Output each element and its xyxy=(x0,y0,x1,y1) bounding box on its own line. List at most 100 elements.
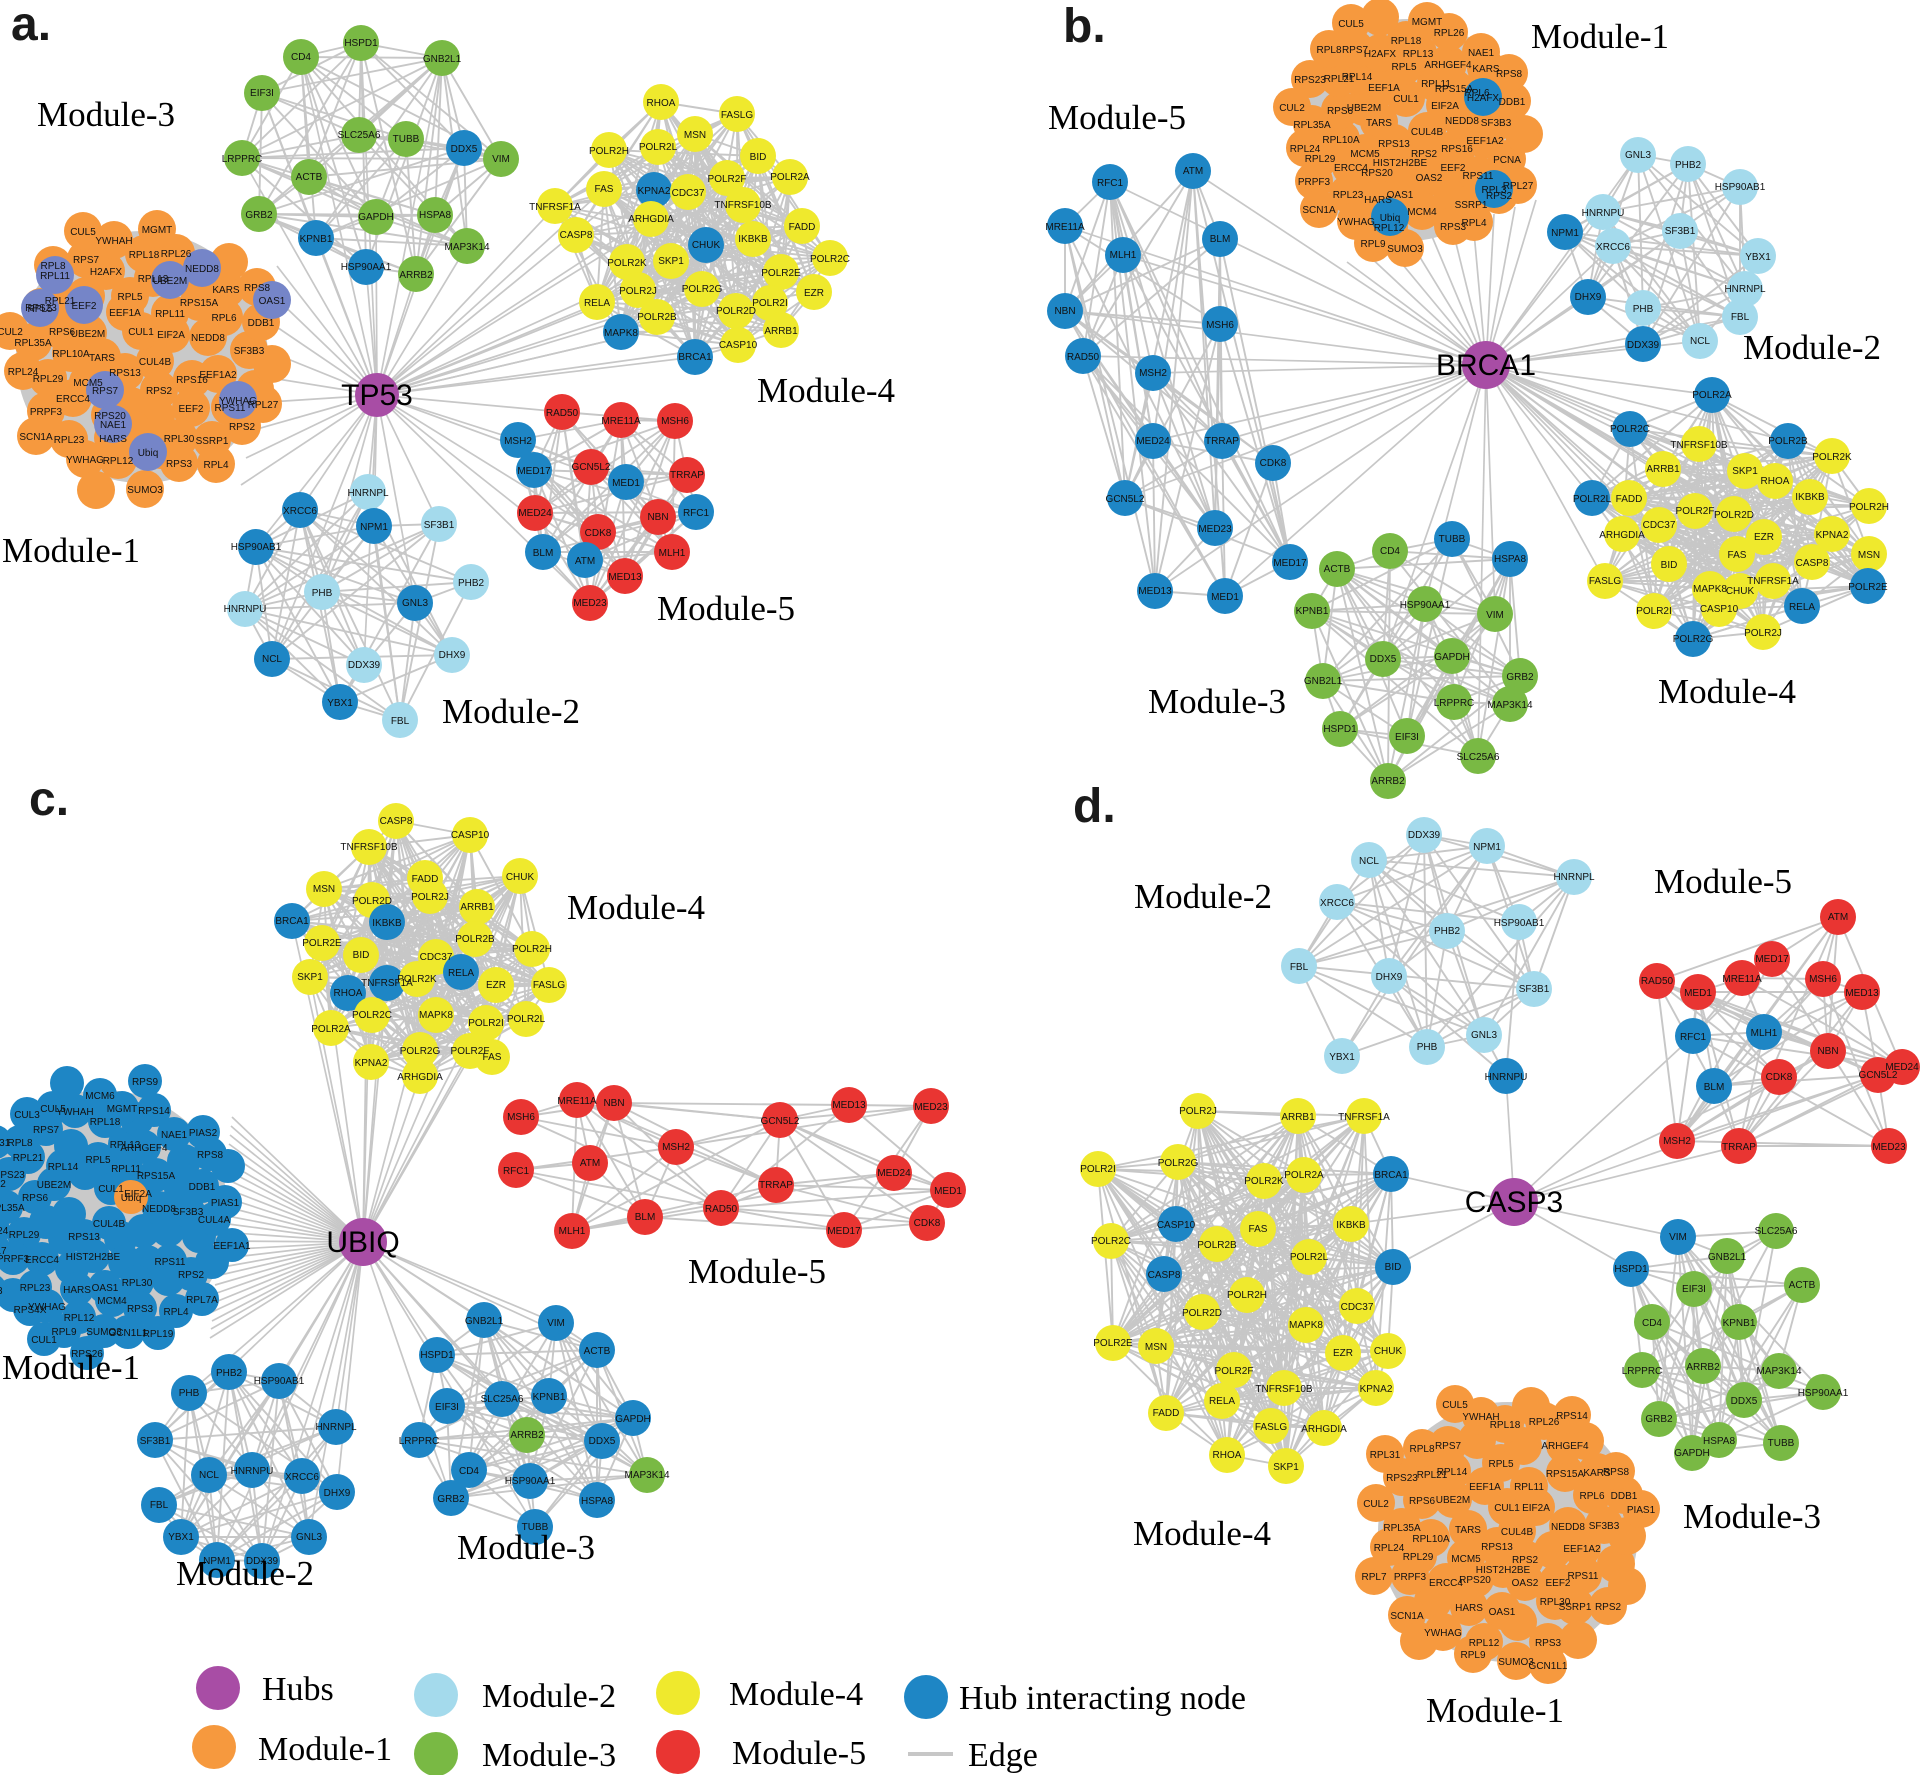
svg-text:ARHGDIA: ARHGDIA xyxy=(628,214,674,225)
svg-text:RAD50: RAD50 xyxy=(705,1204,738,1215)
svg-text:FAS: FAS xyxy=(483,1052,502,1063)
svg-text:MED24: MED24 xyxy=(1885,1062,1919,1073)
svg-text:MSH2: MSH2 xyxy=(1139,368,1167,379)
svg-text:Edge: Edge xyxy=(968,1737,1038,1774)
svg-text:EEF2: EEF2 xyxy=(178,404,203,415)
svg-text:CUL1: CUL1 xyxy=(98,1184,124,1195)
svg-text:GRB2: GRB2 xyxy=(437,1494,465,1505)
svg-text:MED24: MED24 xyxy=(1136,436,1170,447)
svg-text:VIM: VIM xyxy=(1486,610,1504,621)
svg-text:MSN: MSN xyxy=(684,130,706,141)
svg-text:RPL11: RPL11 xyxy=(1514,1482,1544,1493)
svg-text:SF3B3: SF3B3 xyxy=(1481,118,1512,129)
svg-text:RFC1: RFC1 xyxy=(1097,178,1124,189)
svg-text:POLR2D: POLR2D xyxy=(716,306,756,317)
svg-text:RPL29: RPL29 xyxy=(9,1230,40,1241)
svg-text:RPS6: RPS6 xyxy=(1327,106,1354,117)
svg-text:DDB1: DDB1 xyxy=(248,318,275,329)
svg-text:EEF1A1: EEF1A1 xyxy=(213,1241,251,1252)
svg-text:SUMO3: SUMO3 xyxy=(1498,1657,1534,1668)
svg-text:CD4: CD4 xyxy=(1642,1318,1662,1329)
svg-text:RPS3: RPS3 xyxy=(166,459,193,470)
svg-text:MSH2: MSH2 xyxy=(504,436,532,447)
svg-text:KARS: KARS xyxy=(212,285,240,296)
svg-text:HSP90AB1: HSP90AB1 xyxy=(254,1376,305,1387)
svg-text:MAPK8: MAPK8 xyxy=(1693,584,1727,595)
svg-text:Ubiq: Ubiq xyxy=(1380,213,1401,224)
svg-text:GCN1L1: GCN1L1 xyxy=(1529,1661,1568,1672)
svg-text:NBN: NBN xyxy=(1054,306,1075,317)
svg-text:RPL13: RPL13 xyxy=(138,274,169,285)
svg-text:POLR2B: POLR2B xyxy=(1768,436,1808,447)
svg-text:CUL5: CUL5 xyxy=(1338,19,1364,30)
svg-text:Module-2: Module-2 xyxy=(442,692,580,731)
svg-text:MRE11A: MRE11A xyxy=(1045,222,1085,233)
svg-text:MLH1: MLH1 xyxy=(559,1226,586,1237)
svg-text:SF3B1: SF3B1 xyxy=(1519,984,1550,995)
svg-text:TRRAP: TRRAP xyxy=(759,1180,793,1191)
svg-text:EIF3I: EIF3I xyxy=(1395,732,1419,743)
svg-text:RAD50: RAD50 xyxy=(1641,976,1674,987)
svg-text:RPL30: RPL30 xyxy=(122,1278,153,1289)
svg-text:HARS: HARS xyxy=(1364,195,1392,206)
svg-text:CUL1: CUL1 xyxy=(1494,1503,1520,1514)
svg-text:FBL: FBL xyxy=(150,1500,169,1511)
svg-text:POLR2K: POLR2K xyxy=(397,974,437,985)
svg-text:RPS15A: RPS15A xyxy=(137,1171,176,1182)
svg-text:DDX5: DDX5 xyxy=(589,1436,616,1447)
svg-text:RPS6: RPS6 xyxy=(22,1193,49,1204)
svg-text:CUL4B: CUL4B xyxy=(1411,127,1444,138)
svg-text:RPL18: RPL18 xyxy=(1490,1420,1521,1431)
svg-text:H2AFX: H2AFX xyxy=(90,267,123,278)
svg-text:LRPPRC: LRPPRC xyxy=(222,154,263,165)
svg-text:XRCC6: XRCC6 xyxy=(1320,898,1354,909)
svg-text:CASP10: CASP10 xyxy=(451,830,490,841)
svg-text:SCN1A: SCN1A xyxy=(1390,1611,1424,1622)
svg-text:MED17: MED17 xyxy=(827,1226,861,1237)
svg-text:IKBKB: IKBKB xyxy=(738,234,768,245)
svg-text:TP53: TP53 xyxy=(341,379,413,412)
svg-text:CDK8: CDK8 xyxy=(1260,458,1287,469)
svg-text:RPS7: RPS7 xyxy=(73,255,100,266)
svg-text:BRCA1: BRCA1 xyxy=(678,352,712,363)
svg-text:RPL4: RPL4 xyxy=(1461,218,1486,229)
svg-text:Module-3: Module-3 xyxy=(457,1528,595,1567)
svg-text:TNFRSF1A: TNFRSF1A xyxy=(1747,576,1799,587)
svg-text:PHB2: PHB2 xyxy=(458,578,485,589)
svg-text:ERCC4: ERCC4 xyxy=(56,394,90,405)
svg-text:YWHAH: YWHAH xyxy=(56,1107,93,1118)
svg-text:RPL23: RPL23 xyxy=(54,435,85,446)
svg-text:YBX1: YBX1 xyxy=(1745,252,1771,263)
svg-text:HSP90AB1: HSP90AB1 xyxy=(1715,182,1766,193)
svg-text:HIST2H2BE: HIST2H2BE xyxy=(1476,1565,1531,1576)
svg-text:POLR2E: POLR2E xyxy=(302,938,342,949)
svg-text:MAPK8: MAPK8 xyxy=(419,1010,453,1021)
svg-text:MRE11A: MRE11A xyxy=(601,416,641,427)
svg-text:TRRAP: TRRAP xyxy=(670,470,704,481)
svg-text:TUBB: TUBB xyxy=(393,134,420,145)
svg-text:BLM: BLM xyxy=(1210,234,1231,245)
svg-text:EEF2: EEF2 xyxy=(1440,163,1465,174)
svg-text:RPL21: RPL21 xyxy=(45,296,76,307)
svg-text:RELA: RELA xyxy=(448,968,474,979)
svg-text:HNRNPU: HNRNPU xyxy=(1582,208,1625,219)
svg-text:SLC25A6: SLC25A6 xyxy=(481,1394,524,1405)
svg-text:BRCA1: BRCA1 xyxy=(1374,1170,1408,1181)
svg-text:GCN5L2: GCN5L2 xyxy=(572,462,611,473)
svg-text:RPL24: RPL24 xyxy=(8,367,39,378)
svg-text:RELA: RELA xyxy=(584,298,610,309)
svg-text:XRCC6: XRCC6 xyxy=(283,506,317,517)
svg-text:MSN: MSN xyxy=(1145,1342,1167,1353)
svg-text:RPS20: RPS20 xyxy=(1361,168,1393,179)
svg-text:OAS1: OAS1 xyxy=(259,296,286,307)
svg-text:SUMO3: SUMO3 xyxy=(127,485,163,496)
svg-text:PHB2: PHB2 xyxy=(1675,160,1702,171)
svg-text:GRB2: GRB2 xyxy=(1645,1414,1673,1425)
svg-text:BID: BID xyxy=(1661,560,1678,571)
svg-text:RPS15A: RPS15A xyxy=(1435,84,1474,95)
svg-text:MED13: MED13 xyxy=(832,1100,866,1111)
svg-text:ERCC4: ERCC4 xyxy=(25,1255,59,1266)
svg-text:RPL24: RPL24 xyxy=(1374,1543,1405,1554)
svg-text:CUL2: CUL2 xyxy=(1363,1499,1389,1510)
svg-text:LRPPRC: LRPPRC xyxy=(1434,698,1475,709)
